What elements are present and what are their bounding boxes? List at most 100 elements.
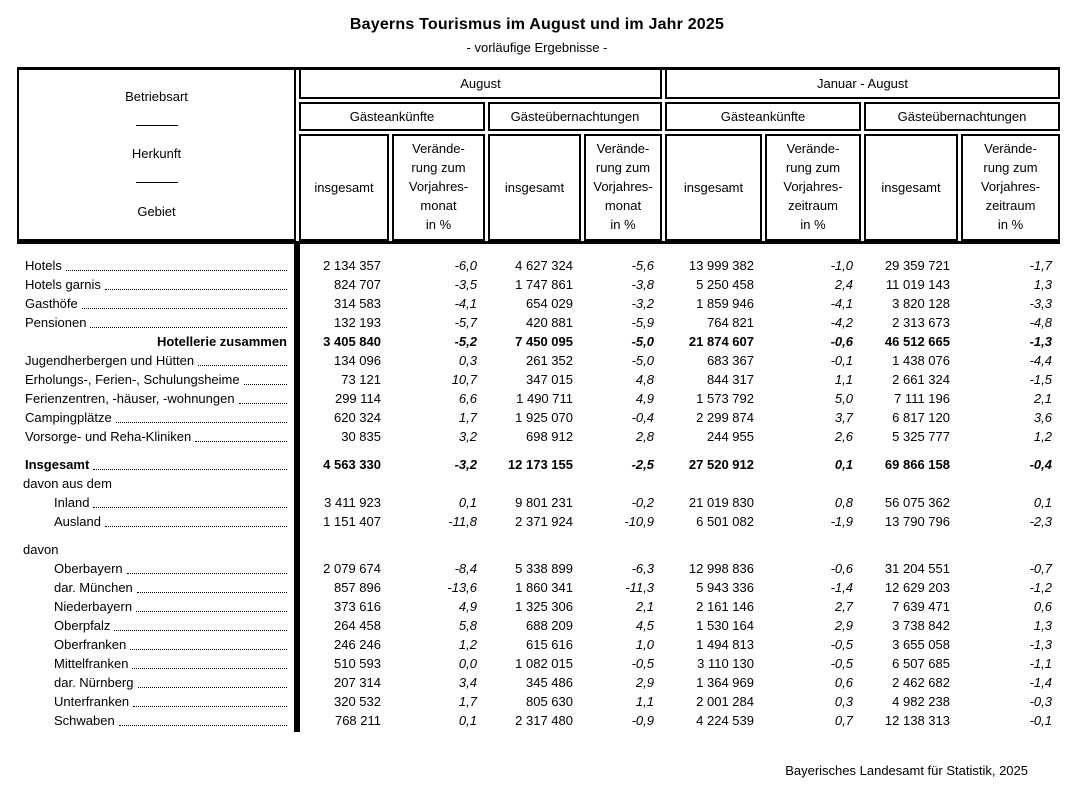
cell-change-percent: 2,6 bbox=[834, 429, 853, 444]
dot-leader bbox=[136, 578, 287, 593]
stub-label-gebiet: Gebiet bbox=[137, 203, 176, 219]
stub-header: Betriebsart Herkunft Gebiet bbox=[17, 67, 296, 241]
table-row: Hotels garnis 824 707 -3,5 1 747 861 -3,8 5 2… bbox=[17, 275, 1060, 294]
dot-leader bbox=[130, 635, 287, 650]
dot-leader bbox=[132, 654, 287, 669]
cell-change-percent: -1,7 bbox=[1029, 258, 1052, 273]
cell-change-percent: -5,9 bbox=[631, 315, 654, 330]
cell-total: 132 193 bbox=[334, 315, 381, 330]
cell-total: 21 874 607 bbox=[688, 334, 754, 349]
table-row: Schwaben 768 211 0,1 2 317 480 -0,9 4 224 539… bbox=[17, 711, 1060, 730]
cell-total: 261 352 bbox=[526, 353, 573, 368]
cell-change-percent: -1,9 bbox=[830, 514, 853, 529]
row-label: dar. München bbox=[17, 578, 296, 597]
cell-change-percent: -4,1 bbox=[454, 296, 477, 311]
cell-change-percent: -5,2 bbox=[454, 334, 477, 349]
cell-total: 1 490 711 bbox=[516, 391, 573, 406]
column-header-veraenderung: Verände- rung zum Vorjahres- monat in % bbox=[584, 134, 662, 241]
table-row: Erholungs-, Ferien-, Schulungsheime 73 12… bbox=[17, 370, 1060, 389]
dot-leader bbox=[90, 313, 287, 328]
cell-total: 73 121 bbox=[341, 372, 381, 387]
page-title: Bayerns Tourismus im August und im Jahr … bbox=[349, 16, 725, 33]
table-row: dar. München 857 896 -13,6 1 860 341 -11,3 5 … bbox=[17, 578, 1060, 597]
cell-total: 373 616 bbox=[334, 599, 381, 614]
cell-total: 2 161 146 bbox=[696, 599, 754, 614]
cell-total: 6 501 082 bbox=[696, 514, 754, 529]
cell-total: 11 019 143 bbox=[885, 277, 950, 292]
cell-change-percent: 0,6 bbox=[1033, 599, 1052, 614]
row-label: davon bbox=[17, 540, 296, 559]
cell-change-percent: -0,7 bbox=[1029, 561, 1052, 576]
dot-leader bbox=[118, 711, 287, 726]
cell-total: 698 912 bbox=[526, 429, 573, 444]
cell-change-percent: 2,9 bbox=[635, 675, 654, 690]
dot-leader bbox=[126, 559, 287, 574]
cell-change-percent: -3,8 bbox=[631, 277, 654, 292]
cell-total: 1 494 813 bbox=[696, 637, 754, 652]
dot-leader bbox=[93, 493, 287, 508]
table-row: Oberfranken 246 246 1,2 615 616 1,0 1 494 813… bbox=[17, 635, 1060, 654]
cell-change-percent: -0,6 bbox=[830, 561, 853, 576]
row-label-text: Vorsorge- und Reha-Kliniken bbox=[25, 429, 192, 444]
cell-total: 27 520 912 bbox=[688, 457, 754, 472]
cell-total: 2 371 924 bbox=[515, 514, 573, 529]
cell-total: 320 532 bbox=[334, 694, 381, 709]
cell-change-percent: -4,8 bbox=[1029, 315, 1052, 330]
row-label-text: Insgesamt bbox=[25, 457, 90, 472]
cell-total: 4 627 324 bbox=[515, 258, 573, 273]
row-label: Schwaben bbox=[17, 711, 296, 730]
table-row: Vorsorge- und Reha-Kliniken 30 835 3,2 698 … bbox=[17, 427, 1060, 446]
cell-total: 345 486 bbox=[526, 675, 573, 690]
cell-change-percent: -11,8 bbox=[448, 514, 477, 529]
cell-total: 1 925 070 bbox=[515, 410, 573, 425]
cell-change-percent: 3,6 bbox=[1033, 410, 1052, 425]
column-header-insgesamt: insgesamt bbox=[488, 134, 581, 241]
cell-change-percent: 2,1 bbox=[635, 599, 654, 614]
cell-change-percent: -4,1 bbox=[830, 296, 853, 311]
table-row: Unterfranken 320 532 1,7 805 630 1,1 2 001 28… bbox=[17, 692, 1060, 711]
row-label: Oberfranken bbox=[17, 635, 296, 654]
dot-leader bbox=[195, 427, 287, 442]
cell-change-percent: 10,7 bbox=[451, 372, 477, 387]
subgroup-januar-ankuenfte: Gästeankünfte bbox=[665, 102, 861, 131]
row-label-text: davon aus dem bbox=[23, 476, 112, 491]
cell-total: 1 364 969 bbox=[696, 675, 754, 690]
cell-change-percent: -2,5 bbox=[631, 457, 654, 472]
dot-leader bbox=[115, 408, 287, 423]
cell-total: 1 530 164 bbox=[696, 618, 754, 633]
cell-change-percent: -3,2 bbox=[454, 457, 477, 472]
table-row: Niederbayern 373 616 4,9 1 325 306 2,1 2 161 … bbox=[17, 597, 1060, 616]
dot-leader bbox=[198, 351, 287, 366]
cell-change-percent: 1,2 bbox=[458, 637, 477, 652]
table-row: Campingplätze 620 324 1,7 1 925 070 -0,4 2 29… bbox=[17, 408, 1060, 427]
cell-total: 857 896 bbox=[334, 580, 381, 595]
cell-change-percent: -5,6 bbox=[631, 258, 654, 273]
cell-total: 5 338 899 bbox=[515, 561, 573, 576]
cell-total: 7 639 471 bbox=[892, 599, 950, 614]
cell-total: 683 367 bbox=[707, 353, 754, 368]
cell-total: 299 114 bbox=[334, 391, 381, 406]
source-credit: Bayerisches Landesamt für Statistik, 202… bbox=[785, 763, 1028, 778]
cell-change-percent: -0,9 bbox=[631, 713, 654, 728]
stub-label-herkunft: Herkunft bbox=[131, 146, 182, 162]
stub-label-betriebsart: Betriebsart bbox=[125, 89, 188, 105]
cell-change-percent: -0,1 bbox=[1029, 713, 1052, 728]
cell-total: 12 998 836 bbox=[688, 561, 754, 576]
dot-leader bbox=[104, 512, 287, 527]
cell-change-percent: 1,1 bbox=[834, 372, 853, 387]
row-label-text: Niederbayern bbox=[54, 599, 133, 614]
cell-total: 3 820 128 bbox=[892, 296, 950, 311]
table-row: Inland 3 411 923 0,1 9 801 231 -0,2 21 019 83… bbox=[17, 493, 1060, 512]
row-label-text: Gasthöfe bbox=[25, 296, 78, 311]
table-row: Oberbayern 2 079 674 -8,4 5 338 899 -6,3 12 9… bbox=[17, 559, 1060, 578]
section-spacer bbox=[17, 446, 1060, 455]
cell-change-percent: -1,0 bbox=[830, 258, 853, 273]
cell-total: 31 204 551 bbox=[884, 561, 950, 576]
cell-change-percent: -0,6 bbox=[830, 334, 853, 349]
cell-change-percent: 0,3 bbox=[458, 353, 477, 368]
row-label-text: Inland bbox=[54, 495, 90, 510]
row-label-text: Pensionen bbox=[25, 315, 87, 330]
table-row: Ferienzentren, -häuser, -wohnungen 299 11… bbox=[17, 389, 1060, 408]
table-row: Gasthöfe 314 583 -4,1 654 029 -3,2 1 859 946 -… bbox=[17, 294, 1060, 313]
cell-change-percent: 1,7 bbox=[458, 694, 477, 709]
